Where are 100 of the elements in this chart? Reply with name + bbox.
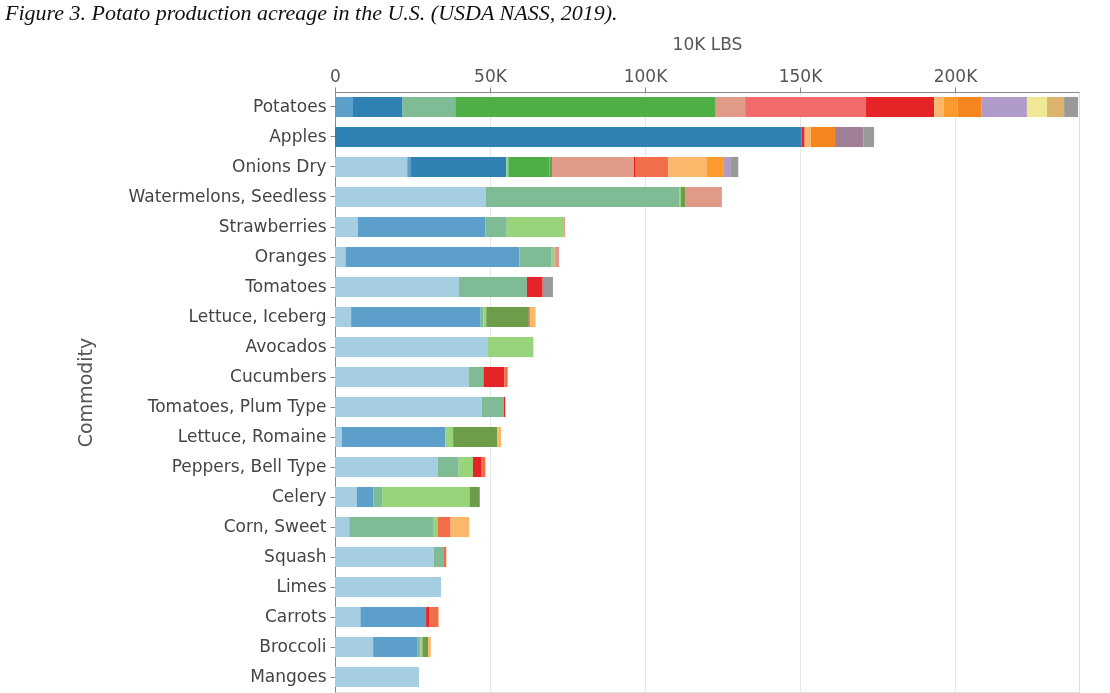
y-tick-label: Limes	[276, 576, 327, 596]
bar	[335, 516, 350, 538]
bar	[335, 216, 358, 238]
bar	[981, 96, 1027, 118]
x-tick-label: 200K	[933, 65, 979, 86]
y-tick-label: Carrots	[264, 606, 327, 626]
bar	[506, 216, 564, 238]
y-tick-label: Lettuce, Romaine	[177, 426, 327, 446]
y-tick-label: Mangoes	[250, 666, 327, 686]
y-tick-label: Peppers, Bell Type	[171, 456, 327, 476]
y-axis-title: Commodity	[73, 337, 96, 448]
bar	[450, 516, 470, 538]
bar	[357, 216, 486, 238]
bar	[680, 186, 686, 208]
bar	[715, 96, 746, 118]
bar	[437, 456, 459, 478]
bar	[335, 486, 357, 508]
bar	[335, 576, 442, 598]
bar	[459, 276, 527, 298]
bar	[1064, 96, 1079, 118]
bar	[801, 126, 805, 148]
y-tick-label: Broccoli	[259, 636, 327, 656]
bar	[443, 546, 447, 568]
bar	[341, 426, 446, 448]
bar	[810, 126, 836, 148]
bar	[335, 336, 488, 358]
bar	[360, 606, 427, 628]
bar	[685, 186, 722, 208]
bar	[402, 96, 456, 118]
bar	[554, 246, 560, 268]
bar	[373, 636, 418, 658]
x-tick-label: 100K	[623, 65, 669, 86]
bar	[519, 246, 552, 268]
bar	[472, 456, 482, 478]
bar	[552, 156, 634, 178]
bar	[349, 516, 433, 538]
bar	[468, 366, 484, 388]
bar	[957, 96, 982, 118]
bar	[335, 666, 420, 688]
bar	[382, 486, 470, 508]
bar	[335, 96, 353, 118]
y-tick-label: Potatoes	[252, 96, 327, 116]
bar	[723, 156, 731, 178]
y-tick-label: Oranges	[254, 246, 327, 266]
chart-title: Figure 3. Potato production acreage in the U.S. (USDA NASS, 2019).	[4, 0, 618, 25]
bar	[635, 156, 669, 178]
bar	[433, 546, 444, 568]
y-tick-label: Avocados	[245, 336, 327, 356]
bar	[486, 306, 529, 328]
bar	[335, 126, 802, 148]
bar	[335, 186, 486, 208]
bar	[455, 96, 716, 118]
bar	[526, 276, 543, 298]
bar	[504, 366, 508, 388]
bar	[485, 216, 507, 238]
bar	[469, 486, 480, 508]
bar	[487, 336, 534, 358]
bar	[1047, 96, 1065, 118]
y-tick-label: Cucumbers	[230, 366, 327, 386]
bar	[373, 486, 383, 508]
bar	[335, 426, 342, 448]
bar	[432, 516, 438, 538]
bar	[730, 156, 739, 178]
bar	[707, 156, 724, 178]
bar	[410, 156, 507, 178]
y-tick-label: Corn, Sweet	[223, 516, 327, 536]
bar	[529, 306, 536, 328]
bar	[668, 156, 707, 178]
bar	[335, 306, 352, 328]
x-tick-label: 50K	[474, 65, 508, 86]
y-tick-label: Apples	[269, 126, 327, 146]
bar	[863, 126, 875, 148]
bar	[453, 426, 498, 448]
y-tick-label: Watermelons, Seedless	[128, 186, 327, 206]
bar	[351, 306, 481, 328]
bar	[745, 96, 867, 118]
bar	[428, 636, 431, 658]
bar	[483, 366, 505, 388]
bar	[485, 186, 680, 208]
bar	[429, 606, 439, 628]
bar	[934, 96, 944, 118]
bar	[445, 426, 454, 448]
bar	[335, 546, 434, 568]
bar	[335, 396, 482, 418]
bar	[335, 156, 408, 178]
y-tick-label: Squash	[264, 546, 327, 566]
bar	[335, 276, 459, 298]
y-tick-label: Celery	[271, 486, 327, 506]
bar	[335, 456, 438, 478]
bar	[866, 96, 935, 118]
x-axis-title: 10K LBS	[672, 33, 743, 54]
bar	[458, 456, 473, 478]
bar	[345, 246, 520, 268]
bar	[422, 636, 428, 658]
bar	[335, 246, 346, 268]
bar	[497, 426, 502, 448]
y-tick-label: Lettuce, Iceberg	[188, 306, 327, 326]
bar	[426, 606, 430, 628]
bar	[335, 606, 361, 628]
bar	[437, 516, 451, 538]
